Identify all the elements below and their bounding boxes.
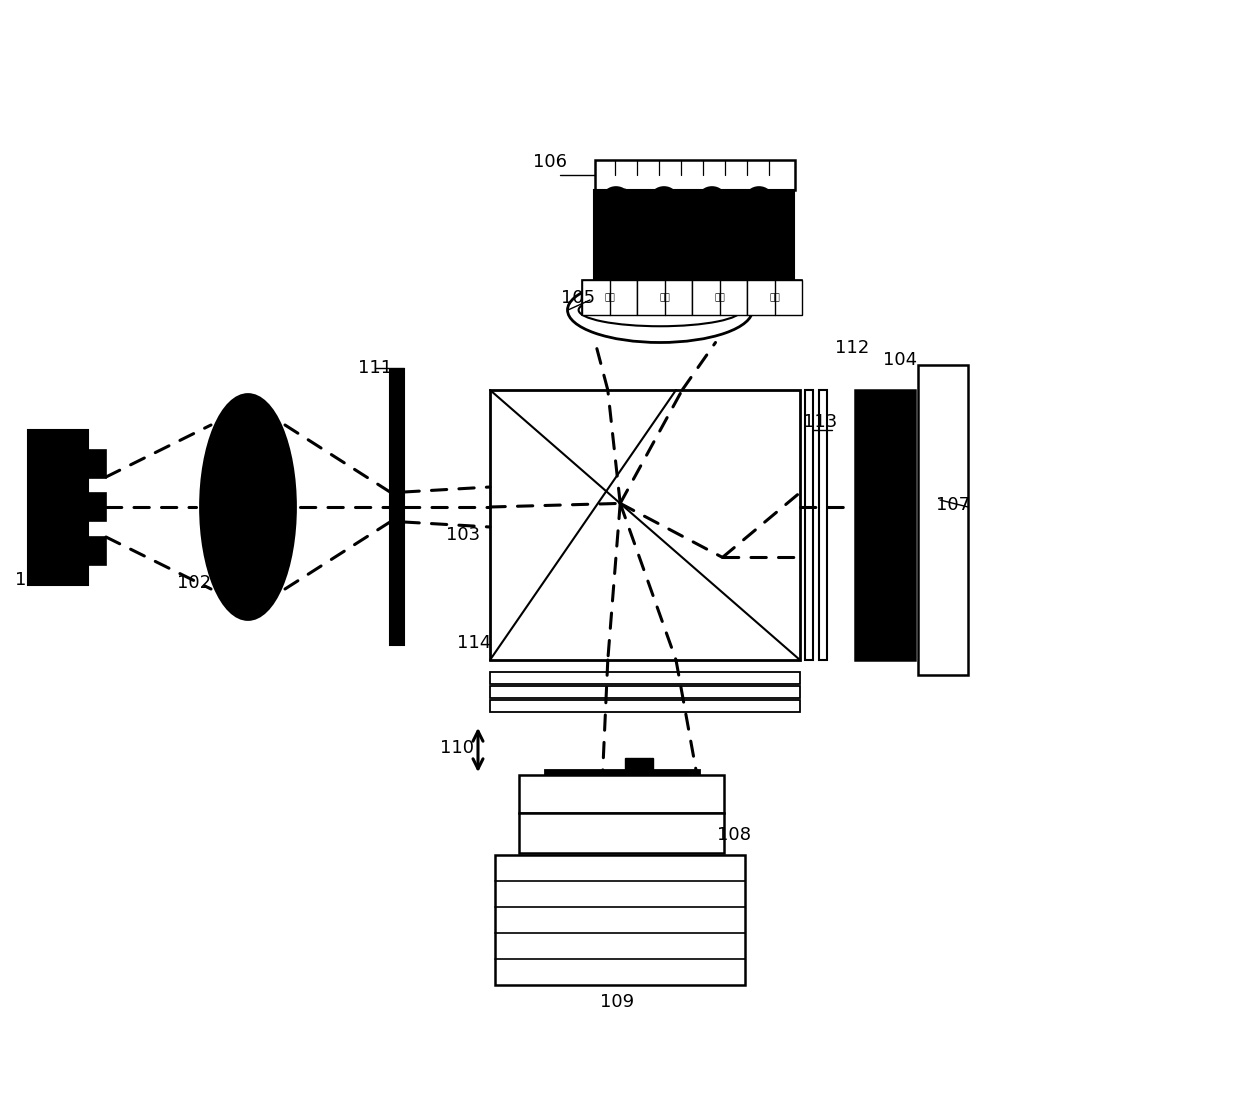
Bar <box>520 813 724 853</box>
Text: 107: 107 <box>936 496 970 514</box>
Bar <box>625 758 653 772</box>
Text: 像素: 像素 <box>714 293 725 302</box>
Ellipse shape <box>699 187 725 209</box>
Text: 像素: 像素 <box>769 293 780 302</box>
Ellipse shape <box>651 187 677 209</box>
Text: 113: 113 <box>802 413 837 431</box>
Bar <box>594 190 794 280</box>
Bar <box>490 672 800 684</box>
Bar <box>495 856 745 985</box>
Text: 114: 114 <box>456 634 491 652</box>
Bar <box>595 160 795 190</box>
Bar <box>918 365 968 675</box>
Ellipse shape <box>603 187 629 209</box>
Ellipse shape <box>746 187 773 209</box>
Bar <box>490 700 800 712</box>
Bar <box>520 775 724 813</box>
Text: 112: 112 <box>835 339 869 356</box>
Text: 103: 103 <box>446 526 480 544</box>
Text: 102: 102 <box>177 574 211 592</box>
Bar <box>582 280 802 315</box>
Ellipse shape <box>201 394 295 619</box>
Text: 106: 106 <box>533 153 567 172</box>
Text: 104: 104 <box>883 351 918 369</box>
Bar <box>88 537 105 565</box>
Text: 105: 105 <box>560 289 595 307</box>
Bar <box>391 370 404 645</box>
Text: 108: 108 <box>717 825 751 844</box>
Bar <box>692 280 746 315</box>
Text: 111: 111 <box>358 359 392 377</box>
Bar <box>88 450 105 478</box>
Text: 像素: 像素 <box>604 293 615 302</box>
Text: 109: 109 <box>600 993 634 1012</box>
Bar <box>805 390 813 659</box>
Bar <box>582 280 637 315</box>
Ellipse shape <box>579 294 742 326</box>
Ellipse shape <box>568 277 753 342</box>
Bar <box>29 430 88 585</box>
Text: 110: 110 <box>440 739 474 758</box>
Bar <box>746 280 802 315</box>
Text: 像素: 像素 <box>660 293 670 302</box>
Text: 101: 101 <box>15 571 50 589</box>
Bar <box>856 390 915 659</box>
Bar <box>490 390 800 659</box>
Bar <box>490 686 800 698</box>
Bar <box>88 494 105 521</box>
Bar <box>818 390 827 659</box>
Bar <box>546 770 701 798</box>
Bar <box>637 280 692 315</box>
